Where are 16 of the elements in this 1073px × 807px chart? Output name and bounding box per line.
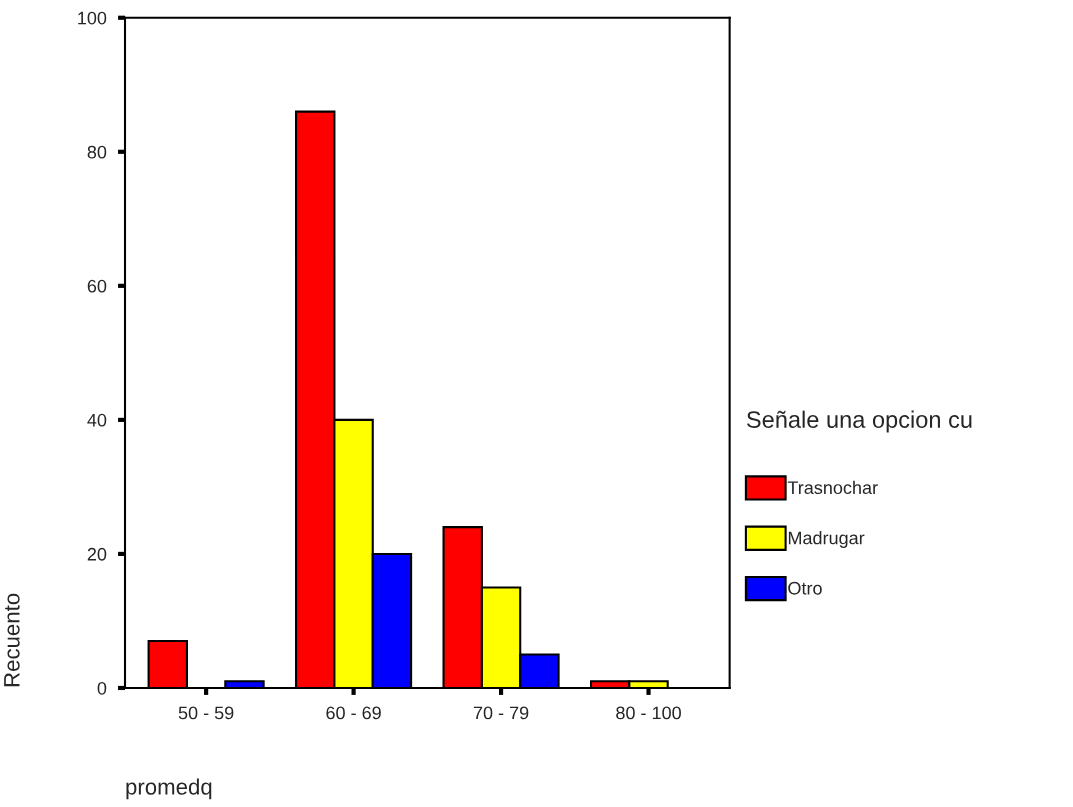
legend-label: Trasnochar <box>787 480 878 495</box>
legend-label: Otro <box>788 581 822 595</box>
y-tick-label: 20 <box>87 547 107 561</box>
legend-title: Señale una opcion cu <box>746 410 972 433</box>
x-tick-label: 80 - 100 <box>616 706 681 720</box>
x-tick-label: 60 - 69 <box>326 706 381 720</box>
x-axis-title: promedq <box>126 778 212 800</box>
y-tick-label: 100 <box>78 11 107 25</box>
y-tick-label: 60 <box>87 279 107 293</box>
x-tick-label: 70 - 79 <box>473 706 529 720</box>
y-tick-label: 80 <box>87 145 107 159</box>
y-axis-title: Recuento <box>4 593 20 687</box>
legend-label: Madrugar <box>788 531 865 548</box>
y-tick-label: 40 <box>87 413 107 427</box>
x-tick-label: 50 - 59 <box>178 706 234 720</box>
y-tick-label: 0 <box>97 681 107 695</box>
